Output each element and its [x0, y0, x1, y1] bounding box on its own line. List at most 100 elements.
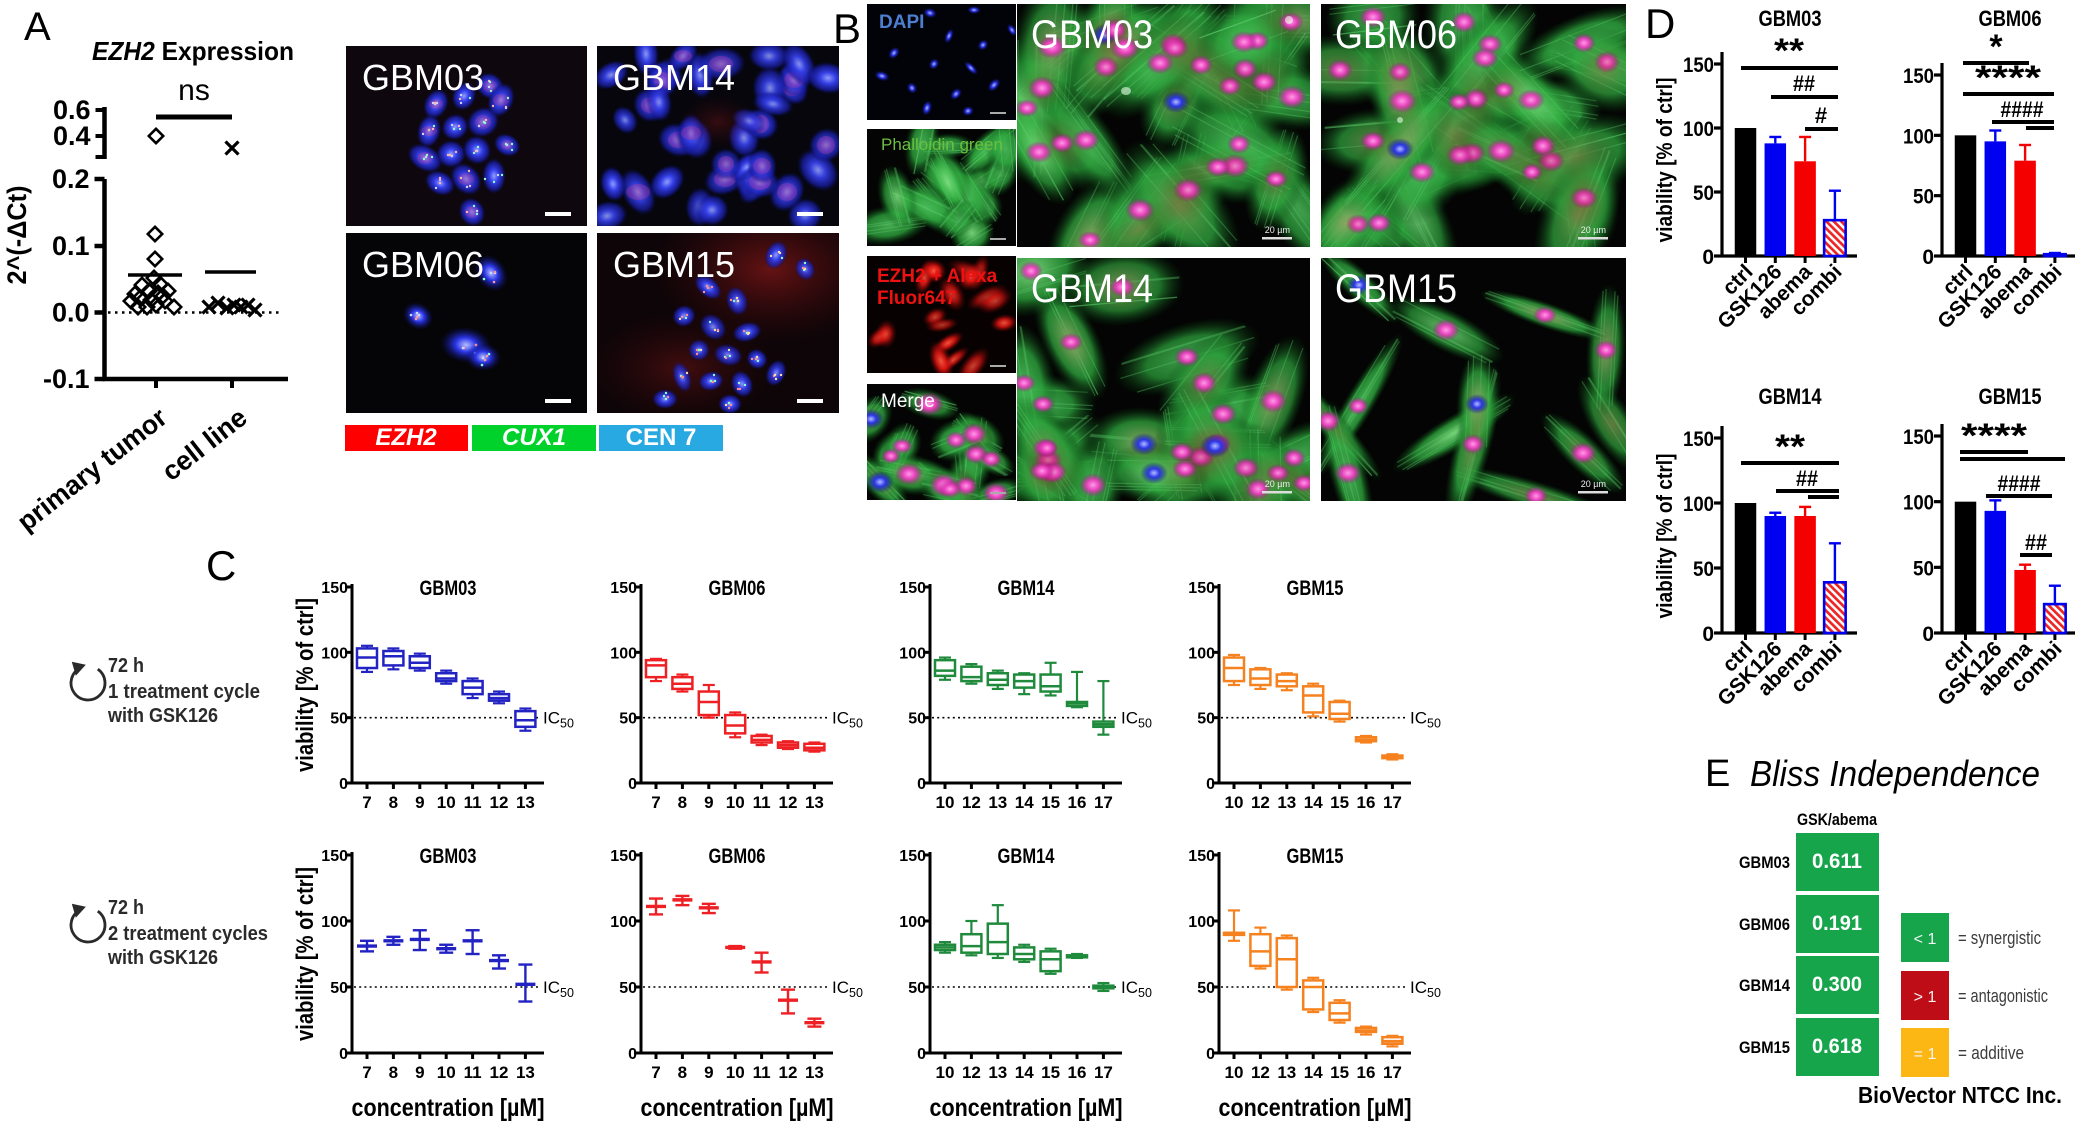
svg-text:0.4: 0.4: [53, 121, 91, 151]
svg-text:14: 14: [1015, 793, 1034, 812]
svg-text:####: ####: [2001, 97, 2044, 122]
svg-text:-0.1: -0.1: [43, 364, 90, 394]
svg-text:100: 100: [899, 645, 926, 662]
svg-text:GBM03: GBM03: [420, 845, 477, 868]
svg-text:0: 0: [339, 1046, 348, 1063]
svg-text:12: 12: [962, 793, 981, 812]
svg-text:20 µm: 20 µm: [1265, 225, 1290, 235]
svg-text:0: 0: [339, 776, 348, 793]
svg-text:50: 50: [1693, 558, 1714, 581]
svg-text:50: 50: [330, 980, 348, 997]
svg-text:8: 8: [389, 793, 398, 812]
svg-text:13: 13: [805, 1063, 824, 1082]
svg-text:concentration [µM]: concentration [µM]: [352, 1094, 545, 1122]
svg-text:13: 13: [516, 793, 535, 812]
svg-text:GBM14: GBM14: [998, 577, 1055, 600]
svg-text:150: 150: [899, 580, 926, 597]
svg-text:GBM06: GBM06: [709, 577, 766, 600]
svg-text:20 µm: 20 µm: [1581, 225, 1606, 235]
svg-text:0.1: 0.1: [52, 231, 90, 261]
svg-text:##: ##: [2025, 530, 2047, 555]
svg-text:0.2: 0.2: [52, 164, 90, 194]
svg-text:with GSK126: with GSK126: [107, 705, 218, 727]
svg-text:0: 0: [917, 1046, 926, 1063]
svg-text:15: 15: [1330, 793, 1349, 812]
svg-text:GBM14: GBM14: [1759, 384, 1823, 409]
svg-text:GBM06: GBM06: [1739, 916, 1790, 934]
svg-text:0: 0: [1206, 776, 1215, 793]
svg-text:17: 17: [1094, 1063, 1113, 1082]
svg-text:EZH2 + Alexa: EZH2 + Alexa: [877, 266, 998, 287]
svg-text:0.0: 0.0: [52, 298, 90, 328]
svg-text:EZH2: EZH2: [375, 424, 437, 451]
svg-text:8: 8: [389, 1063, 398, 1082]
svg-text:0: 0: [1206, 1046, 1215, 1063]
svg-text:9: 9: [704, 1063, 713, 1082]
svg-text:GBM15: GBM15: [1287, 845, 1344, 868]
svg-text:0: 0: [1702, 623, 1714, 646]
svg-text:GBM03: GBM03: [1031, 13, 1153, 57]
svg-text:0: 0: [628, 1046, 637, 1063]
svg-text:20 µm: 20 µm: [1265, 479, 1290, 489]
svg-text:17: 17: [1383, 1063, 1402, 1082]
svg-text:100: 100: [1188, 645, 1215, 662]
svg-text:0.6: 0.6: [53, 95, 91, 125]
svg-text:100: 100: [1188, 914, 1215, 931]
svg-text:C: C: [206, 542, 236, 589]
svg-text:13: 13: [1277, 793, 1296, 812]
svg-text:GBM06: GBM06: [709, 845, 766, 868]
svg-text:0.611: 0.611: [1812, 850, 1862, 873]
svg-text:150: 150: [610, 848, 637, 865]
svg-text:13: 13: [988, 793, 1007, 812]
svg-text:= antagonistic: = antagonistic: [1958, 986, 2048, 1006]
svg-text:CEN 7: CEN 7: [626, 424, 697, 451]
svg-text:50: 50: [908, 711, 926, 728]
svg-text:16: 16: [1357, 1063, 1376, 1082]
svg-text:16: 16: [1068, 793, 1087, 812]
svg-text:150: 150: [1683, 54, 1714, 77]
svg-text:150: 150: [1188, 580, 1215, 597]
svg-text:50: 50: [1913, 186, 1934, 209]
svg-text:11: 11: [464, 793, 482, 812]
svg-text:Bliss Independence: Bliss Independence: [1750, 753, 2040, 794]
svg-text:50: 50: [619, 980, 637, 997]
svg-text:Merge: Merge: [881, 391, 935, 412]
svg-text:10: 10: [437, 1063, 456, 1082]
svg-text:*: *: [1989, 28, 2003, 66]
svg-text:0: 0: [1702, 246, 1714, 269]
svg-text:150: 150: [1188, 848, 1215, 865]
svg-text:12: 12: [1251, 1063, 1270, 1082]
svg-text:12: 12: [1251, 793, 1270, 812]
svg-text:50: 50: [1197, 980, 1215, 997]
svg-text:8: 8: [678, 1063, 687, 1082]
svg-text:2 treatment cycles: 2 treatment cycles: [108, 923, 268, 945]
svg-text:concentration [µM]: concentration [µM]: [641, 1094, 834, 1122]
svg-text:B: B: [833, 5, 861, 52]
svg-text:13: 13: [988, 1063, 1007, 1082]
svg-text:100: 100: [610, 645, 637, 662]
svg-text:50: 50: [1693, 182, 1714, 205]
svg-text:9: 9: [415, 1063, 424, 1082]
svg-text:GBM06: GBM06: [1979, 6, 2042, 31]
svg-text:0: 0: [917, 776, 926, 793]
svg-text:0.300: 0.300: [1812, 973, 1862, 996]
svg-text:11: 11: [753, 1063, 771, 1082]
svg-text:100: 100: [610, 914, 637, 931]
svg-text:BioVector NTCC Inc.: BioVector NTCC Inc.: [1858, 1082, 2062, 1108]
svg-text:0: 0: [1922, 246, 1934, 269]
svg-text:8: 8: [678, 793, 687, 812]
svg-text:20 µm: 20 µm: [1581, 479, 1606, 489]
svg-text:50: 50: [908, 980, 926, 997]
svg-text:12: 12: [779, 1063, 798, 1082]
svg-text:1 treatment cycle: 1 treatment cycle: [108, 681, 260, 703]
svg-text:####: ####: [1998, 471, 2041, 496]
svg-text:9: 9: [415, 793, 424, 812]
svg-text:GBM06: GBM06: [1335, 13, 1457, 57]
svg-text:11: 11: [464, 1063, 482, 1082]
svg-text:= synergistic: = synergistic: [1958, 928, 2041, 948]
svg-text:****: ****: [1975, 59, 2042, 97]
svg-text:10: 10: [726, 793, 745, 812]
svg-text:14: 14: [1304, 793, 1323, 812]
svg-text:0: 0: [1922, 623, 1934, 646]
svg-text:GBM03: GBM03: [362, 57, 484, 98]
